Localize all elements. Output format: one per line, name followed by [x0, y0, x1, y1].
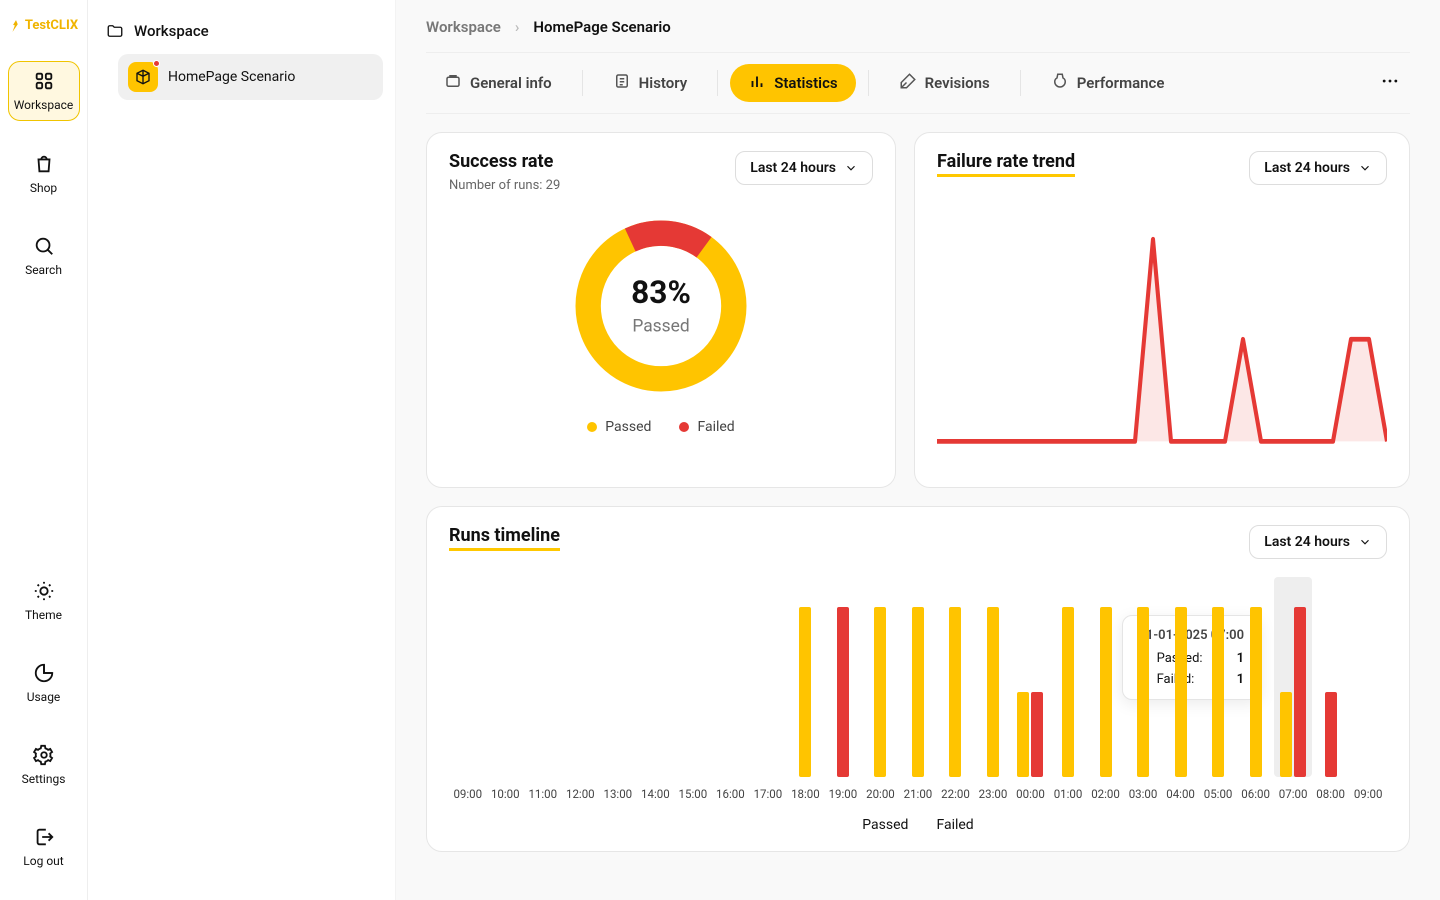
- scenario-icon: [128, 62, 158, 92]
- theme-icon: [33, 580, 55, 602]
- success-rate-title: Success rate: [449, 151, 560, 172]
- settings-icon: [33, 744, 55, 766]
- hour-col[interactable]: [862, 577, 900, 777]
- history-icon: [613, 72, 631, 94]
- tree-panel: Workspace HomePage Scenario: [88, 0, 396, 900]
- folder-icon: [106, 22, 124, 40]
- nav-shop[interactable]: Shop: [8, 145, 80, 203]
- hour-col[interactable]: [974, 577, 1012, 777]
- runs-count: Number of runs: 29: [449, 178, 560, 193]
- hour-col[interactable]: [1162, 577, 1200, 777]
- hour-col[interactable]: [1237, 577, 1275, 777]
- tree-item-label: HomePage Scenario: [168, 69, 295, 85]
- hour-col[interactable]: [1087, 577, 1125, 777]
- performance-icon: [1051, 72, 1069, 94]
- logout-icon: [33, 826, 55, 848]
- breadcrumb-root[interactable]: Workspace: [426, 18, 501, 36]
- hour-col[interactable]: [712, 577, 750, 777]
- hour-col[interactable]: [637, 577, 675, 777]
- hour-col[interactable]: [899, 577, 937, 777]
- breadcrumb-current: HomePage Scenario: [533, 18, 670, 36]
- card-failure-trend: Failure rate trend Last 24 hours: [914, 132, 1410, 488]
- hour-col[interactable]: [1199, 577, 1237, 777]
- donut-chart: 83% Passed: [566, 211, 756, 401]
- hour-col[interactable]: [1312, 577, 1350, 777]
- nav-theme[interactable]: Theme: [8, 572, 80, 630]
- breadcrumb: Workspace › HomePage Scenario: [426, 18, 1410, 36]
- hour-col[interactable]: [562, 577, 600, 777]
- hour-col[interactable]: [749, 577, 787, 777]
- hour-col[interactable]: [937, 577, 975, 777]
- hour-col[interactable]: [787, 577, 825, 777]
- tab-bar: General info History Statistics Revisions Pe…: [426, 52, 1410, 114]
- hour-col[interactable]: [487, 577, 525, 777]
- range-selector-timeline[interactable]: Last 24 hours: [1249, 525, 1387, 559]
- chevron-right-icon: ›: [515, 18, 520, 36]
- card-success-rate: Success rate Number of runs: 29 Last 24 …: [426, 132, 896, 488]
- nav-rail: TestCLIX Workspace Shop Search Theme Usage S…: [0, 0, 88, 900]
- usage-icon: [33, 662, 55, 684]
- tab-stats[interactable]: Statistics: [730, 64, 855, 102]
- revisions-icon: [899, 72, 917, 94]
- failure-line-chart: [937, 205, 1387, 465]
- hour-col[interactable]: [674, 577, 712, 777]
- hour-col[interactable]: [524, 577, 562, 777]
- timeline-xaxis: 09:0010:0011:0012:0013:0014:0015:0016:00…: [449, 787, 1387, 801]
- hour-col[interactable]: [599, 577, 637, 777]
- chevron-down-icon: [844, 161, 858, 175]
- shop-icon: [33, 153, 55, 175]
- donut-percent: 83%: [631, 274, 691, 311]
- svg-text:Passed: Passed: [632, 316, 689, 336]
- general-icon: [444, 72, 462, 94]
- hour-col[interactable]: [1012, 577, 1050, 777]
- tree-item-scenario[interactable]: HomePage Scenario: [118, 54, 383, 100]
- nav-usage[interactable]: Usage: [8, 654, 80, 712]
- hour-col[interactable]: [1274, 577, 1312, 777]
- hour-col[interactable]: [1124, 577, 1162, 777]
- chevron-down-icon: [1358, 535, 1372, 549]
- hour-col[interactable]: [1349, 577, 1387, 777]
- card-timeline: Runs timeline Last 24 hours 31-01-2025 0…: [426, 506, 1410, 852]
- nav-logout[interactable]: Log out: [8, 818, 80, 876]
- nav-workspace[interactable]: Workspace: [8, 61, 80, 121]
- range-selector-failure[interactable]: Last 24 hours: [1249, 151, 1387, 185]
- chevron-down-icon: [1358, 161, 1372, 175]
- failure-trend-title: Failure rate trend: [937, 151, 1075, 177]
- workspace-icon: [33, 70, 55, 92]
- logo-icon: [9, 19, 23, 33]
- stats-icon: [748, 72, 766, 94]
- donut-legend: Passed Failed: [587, 419, 734, 435]
- timeline-title: Runs timeline: [449, 525, 560, 551]
- timeline-legend: Passed Failed: [449, 817, 1387, 833]
- dots-icon: [1380, 71, 1400, 91]
- nav-settings[interactable]: Settings: [8, 736, 80, 794]
- tab-history[interactable]: History: [595, 64, 706, 102]
- tab-performance[interactable]: Performance: [1033, 64, 1183, 102]
- search-icon: [33, 235, 55, 257]
- brand-logo: TestCLIX: [9, 18, 78, 33]
- hour-col[interactable]: [824, 577, 862, 777]
- timeline-bars: [449, 577, 1387, 777]
- more-menu[interactable]: [1370, 63, 1410, 103]
- main-content: Workspace › HomePage Scenario General in…: [396, 0, 1440, 900]
- tab-general[interactable]: General info: [426, 64, 570, 102]
- range-selector-success[interactable]: Last 24 hours: [735, 151, 873, 185]
- tree-root[interactable]: Workspace: [100, 18, 383, 44]
- tree-root-label: Workspace: [134, 22, 209, 40]
- nav-search[interactable]: Search: [8, 227, 80, 285]
- tab-revisions[interactable]: Revisions: [881, 64, 1008, 102]
- hour-col[interactable]: [1049, 577, 1087, 777]
- hour-col[interactable]: [449, 577, 487, 777]
